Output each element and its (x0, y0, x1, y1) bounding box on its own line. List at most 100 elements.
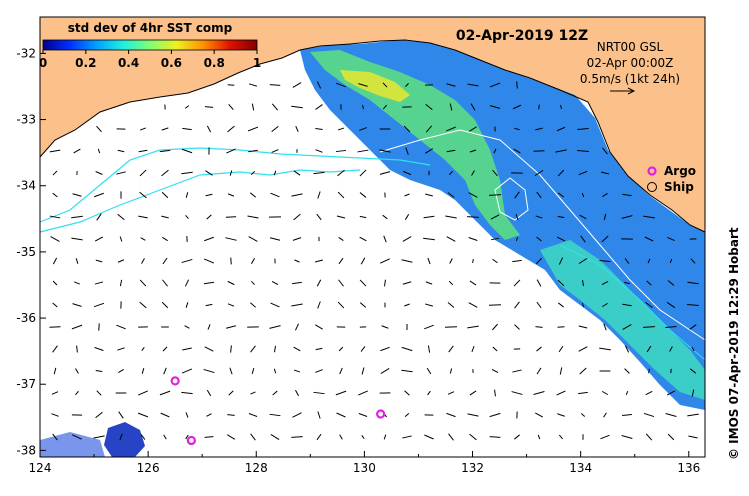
current-arrow (52, 192, 58, 198)
current-arrow (139, 279, 147, 287)
x-tick-label: 132 (461, 461, 484, 475)
current-arrow (624, 368, 630, 374)
plot-frame (39, 16, 706, 458)
current-arrow (294, 323, 300, 331)
current-arrow (295, 389, 299, 397)
current-arrow (206, 214, 212, 220)
current-arrow (513, 148, 521, 154)
current-arrow (602, 302, 608, 308)
current-arrow (425, 281, 433, 285)
current-arrow (648, 368, 650, 374)
current-arrow (161, 169, 169, 177)
current-arrow (118, 368, 124, 374)
current-arrow (580, 235, 586, 243)
current-arrow (624, 258, 630, 264)
current-arrow (313, 171, 325, 175)
current-arrow (226, 325, 236, 329)
current-arrow (207, 324, 211, 330)
current-arrow (270, 433, 280, 441)
current-arrow (359, 279, 367, 287)
current-arrow (313, 391, 325, 395)
current-arrow (468, 302, 478, 308)
current-arrow (228, 103, 234, 111)
current-arrow (643, 412, 655, 418)
current-arrow (117, 213, 125, 221)
current-arrow (95, 411, 103, 419)
current-arrow (295, 126, 299, 132)
current-arrow (339, 367, 343, 375)
current-arrow (643, 326, 655, 328)
current-arrow (622, 193, 632, 197)
current-arrow (181, 391, 193, 395)
current-arrow (71, 237, 83, 241)
current-arrow (492, 323, 498, 331)
current-arrow (291, 303, 303, 307)
current-arrow (447, 192, 455, 198)
current-arrow (250, 192, 256, 198)
argo-float-marker (186, 435, 196, 446)
current-arrow (94, 347, 104, 351)
current-arrow (250, 345, 256, 353)
current-arrow (292, 281, 302, 285)
current-arrow (119, 236, 123, 242)
current-arrow (251, 257, 255, 265)
current-arrow (493, 148, 497, 154)
current-arrow (269, 413, 281, 417)
current-arrow (162, 236, 168, 242)
current-arrow (425, 148, 433, 154)
current-arrow (159, 390, 171, 396)
current-arrow (162, 257, 168, 265)
white-eddy-contour (494, 177, 529, 221)
current-info-time: 02-Apr 00:00Z (587, 56, 674, 70)
y-axis: -32 -33 -34 -35 -36 -37 -38 (16, 46, 46, 457)
argo-float-marker (170, 376, 180, 386)
current-arrow (163, 367, 167, 375)
current-arrow (402, 435, 412, 439)
platform-legend: Argo Ship (647, 164, 696, 194)
current-arrow (360, 346, 366, 352)
current-arrow (139, 191, 147, 199)
current-arrow (184, 279, 190, 287)
current-arrow (51, 413, 59, 417)
current-arrow (447, 391, 455, 395)
y-tick-label: -35 (16, 245, 36, 259)
current-arrow (622, 303, 632, 307)
x-tick-label: 136 (677, 461, 700, 475)
colorbar-tick-label: 0.4 (118, 56, 139, 70)
current-arrow (647, 258, 651, 264)
current-arrow (667, 433, 675, 441)
current-arrow (315, 127, 323, 131)
sst-high-patch (310, 50, 520, 240)
current-arrow (227, 193, 235, 197)
current-arrow (404, 303, 410, 307)
current-arrow (95, 369, 103, 373)
current-arrow (690, 258, 696, 264)
current-arrow (335, 390, 347, 396)
current-arrow (315, 259, 323, 263)
current-arrow (162, 279, 168, 287)
current-arrow (536, 346, 542, 352)
current-arrow (424, 434, 434, 440)
current-info-scale: 0.5m/s (1kt 24h) (580, 72, 680, 86)
current-arrow (579, 214, 587, 220)
current-arrow (468, 237, 478, 241)
current-arrow (404, 390, 410, 396)
current-arrow (292, 412, 302, 418)
current-arrow (141, 368, 145, 374)
current-arrow (535, 257, 543, 265)
current-arrow (403, 125, 411, 133)
current-arrow (688, 435, 698, 439)
current-arrow (535, 127, 543, 131)
current-arrow (293, 213, 301, 221)
current-arrow (380, 346, 390, 352)
current-arrow (247, 126, 259, 132)
current-arrow (383, 434, 387, 440)
current-arrow (71, 324, 83, 330)
current-arrow (52, 302, 58, 308)
current-arrow (489, 436, 501, 438)
current-arrow (358, 390, 368, 396)
current-arrow (381, 325, 389, 329)
current-arrow (579, 367, 587, 375)
current-arrow (581, 192, 585, 198)
